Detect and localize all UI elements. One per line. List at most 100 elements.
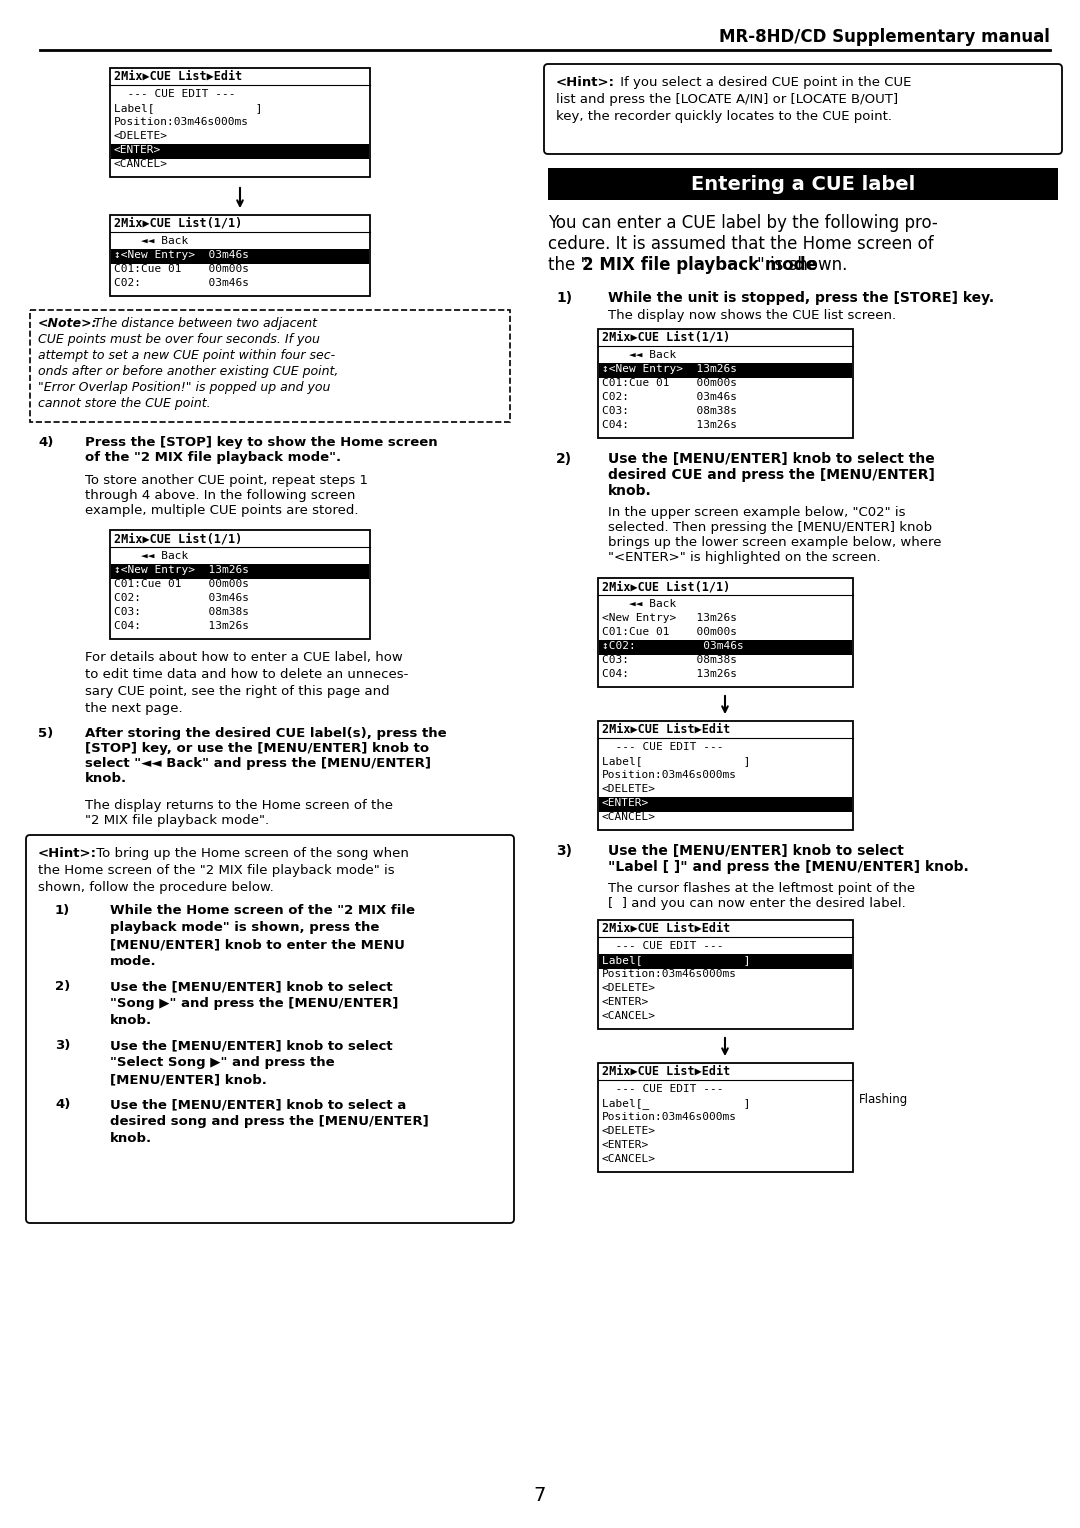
Text: 3): 3) [55,1039,70,1051]
Text: 2Mix▶CUE List(1/1): 2Mix▶CUE List(1/1) [114,217,242,231]
Text: C04:          13m26s: C04: 13m26s [602,420,737,429]
FancyBboxPatch shape [599,798,852,811]
Text: shown, follow the procedure below.: shown, follow the procedure below. [38,882,273,894]
Text: key, the recorder quickly locates to the CUE point.: key, the recorder quickly locates to the… [556,110,892,122]
Text: <ENTER>: <ENTER> [602,1140,649,1151]
Text: Flashing: Flashing [859,1093,908,1106]
Text: <DELETE>: <DELETE> [602,1126,656,1135]
Text: <Hint>:: <Hint>: [556,76,615,89]
Text: C03:          08m38s: C03: 08m38s [114,607,249,617]
FancyBboxPatch shape [598,920,853,1028]
FancyBboxPatch shape [110,69,370,177]
Text: --- CUE EDIT ---: --- CUE EDIT --- [602,1083,724,1094]
Text: C02:          03m46s: C02: 03m46s [114,593,249,604]
Text: "Error Overlap Position!" is popped up and you: "Error Overlap Position!" is popped up a… [38,380,330,394]
Text: --- CUE EDIT ---: --- CUE EDIT --- [114,89,235,99]
FancyBboxPatch shape [111,249,369,264]
Text: ◄◄ Back: ◄◄ Back [114,235,188,246]
Text: You can enter a CUE label by the following pro-: You can enter a CUE label by the followi… [548,214,937,232]
Text: Use the [MENU/ENTER] knob to select: Use the [MENU/ENTER] knob to select [110,1039,393,1051]
Text: <CANCEL>: <CANCEL> [602,1154,656,1164]
Text: C04:          13m26s: C04: 13m26s [602,669,737,678]
Text: <ENTER>: <ENTER> [602,996,649,1007]
FancyBboxPatch shape [544,64,1062,154]
Text: <CANCEL>: <CANCEL> [602,811,656,822]
Text: ↕<New Entry>  13m26s: ↕<New Entry> 13m26s [114,565,249,575]
Text: Position:03m46s000ms: Position:03m46s000ms [602,969,737,979]
Text: ◄◄ Back: ◄◄ Back [114,552,188,561]
FancyBboxPatch shape [598,721,853,830]
Text: Use the [MENU/ENTER] knob to select the
desired CUE and press the [MENU/ENTER]
k: Use the [MENU/ENTER] knob to select the … [608,452,935,498]
Text: C01:Cue 01    00m00s: C01:Cue 01 00m00s [114,264,249,274]
Text: --- CUE EDIT ---: --- CUE EDIT --- [602,941,724,950]
Text: C01:Cue 01    00m00s: C01:Cue 01 00m00s [602,377,737,388]
Text: 2Mix▶CUE List(1/1): 2Mix▶CUE List(1/1) [114,532,242,545]
Text: "Select Song ▶" and press the: "Select Song ▶" and press the [110,1056,335,1070]
FancyBboxPatch shape [26,834,514,1222]
Text: C03:          08m38s: C03: 08m38s [602,656,737,665]
Text: Entering a CUE label: Entering a CUE label [691,176,915,194]
Text: 2 MIX file playback mode: 2 MIX file playback mode [582,257,816,274]
Text: If you select a desired CUE point in the CUE: If you select a desired CUE point in the… [616,76,912,89]
FancyBboxPatch shape [548,168,1058,200]
FancyBboxPatch shape [110,530,370,639]
FancyBboxPatch shape [110,215,370,296]
Text: 2Mix▶CUE List▶Edit: 2Mix▶CUE List▶Edit [114,70,242,83]
Text: [MENU/ENTER] knob.: [MENU/ENTER] knob. [110,1073,267,1086]
Text: 1): 1) [55,905,70,917]
Text: desired song and press the [MENU/ENTER]: desired song and press the [MENU/ENTER] [110,1115,429,1128]
Text: cedure. It is assumed that the Home screen of: cedure. It is assumed that the Home scre… [548,235,933,254]
Text: While the Home screen of the "2 MIX file: While the Home screen of the "2 MIX file [110,905,415,917]
FancyBboxPatch shape [598,1063,853,1172]
Text: the ": the " [548,257,589,274]
Text: ↕C02:          03m46s: ↕C02: 03m46s [602,642,744,651]
Text: 2Mix▶CUE List▶Edit: 2Mix▶CUE List▶Edit [602,723,730,736]
Text: <New Entry>   13m26s: <New Entry> 13m26s [602,613,737,623]
FancyBboxPatch shape [598,578,853,688]
Text: the next page.: the next page. [85,701,183,715]
Text: <DELETE>: <DELETE> [114,131,168,141]
Text: While the unit is stopped, press the [STORE] key.: While the unit is stopped, press the [ST… [608,290,994,306]
Text: C02:          03m46s: C02: 03m46s [114,278,249,287]
Text: <ENTER>: <ENTER> [602,798,649,808]
Text: <Note>:: <Note>: [38,316,97,330]
Text: "Song ▶" and press the [MENU/ENTER]: "Song ▶" and press the [MENU/ENTER] [110,996,399,1010]
FancyBboxPatch shape [599,640,852,656]
Text: Position:03m46s000ms: Position:03m46s000ms [602,1112,737,1122]
Text: --- CUE EDIT ---: --- CUE EDIT --- [602,743,724,752]
Text: 2Mix▶CUE List(1/1): 2Mix▶CUE List(1/1) [602,581,730,593]
Text: Position:03m46s000ms: Position:03m46s000ms [602,770,737,779]
Text: 5): 5) [38,727,53,740]
Text: ◄◄ Back: ◄◄ Back [602,599,676,610]
FancyBboxPatch shape [598,329,853,439]
Text: <ENTER>: <ENTER> [114,145,161,154]
Text: Press the [STOP] key to show the Home screen
of the "2 MIX file playback mode".: Press the [STOP] key to show the Home sc… [85,435,437,465]
Text: 2Mix▶CUE List▶Edit: 2Mix▶CUE List▶Edit [602,1065,730,1077]
Text: sary CUE point, see the right of this page and: sary CUE point, see the right of this pa… [85,685,390,698]
Text: ↕<New Entry>  13m26s: ↕<New Entry> 13m26s [602,364,737,374]
Text: To bring up the Home screen of the song when: To bring up the Home screen of the song … [92,847,409,860]
Text: Label[_              ]: Label[_ ] [602,1099,751,1109]
Text: playback mode" is shown, press the: playback mode" is shown, press the [110,921,379,934]
Text: Label[               ]: Label[ ] [602,756,751,766]
Text: ◄◄ Back: ◄◄ Back [602,350,676,361]
Text: Label[               ]: Label[ ] [114,102,262,113]
Text: list and press the [LOCATE A/IN] or [LOCATE B/OUT]: list and press the [LOCATE A/IN] or [LOC… [556,93,899,105]
Text: <Hint>:: <Hint>: [38,847,97,860]
Text: cannot store the CUE point.: cannot store the CUE point. [38,397,211,410]
Text: onds after or before another existing CUE point,: onds after or before another existing CU… [38,365,338,377]
FancyBboxPatch shape [599,364,852,377]
FancyBboxPatch shape [111,564,369,579]
Text: CUE points must be over four seconds. If you: CUE points must be over four seconds. If… [38,333,320,345]
Text: Use the [MENU/ENTER] knob to select a: Use the [MENU/ENTER] knob to select a [110,1099,406,1111]
Text: <CANCEL>: <CANCEL> [114,159,168,170]
Text: C04:          13m26s: C04: 13m26s [114,620,249,631]
Text: " is shown.: " is shown. [757,257,848,274]
Text: C01:Cue 01    00m00s: C01:Cue 01 00m00s [114,579,249,588]
Text: to edit time data and how to delete an unneces-: to edit time data and how to delete an u… [85,668,408,681]
Text: <DELETE>: <DELETE> [602,784,656,795]
Text: 2Mix▶CUE List(1/1): 2Mix▶CUE List(1/1) [602,332,730,344]
Text: C03:          08m38s: C03: 08m38s [602,406,737,416]
Text: <DELETE>: <DELETE> [602,983,656,993]
Text: 2Mix▶CUE List▶Edit: 2Mix▶CUE List▶Edit [602,921,730,935]
